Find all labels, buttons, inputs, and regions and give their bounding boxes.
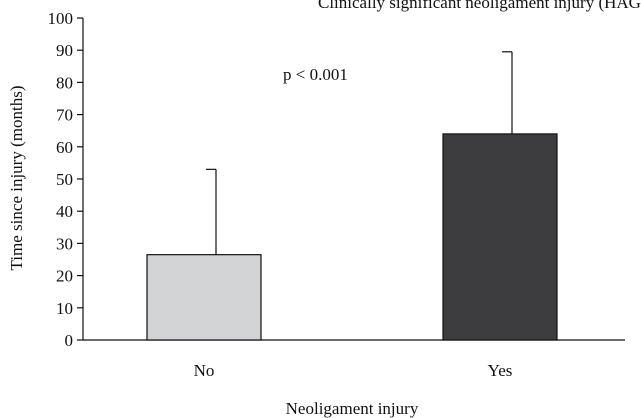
x-axis: No Yes <box>83 339 625 380</box>
y-axis: 0 10 20 30 40 50 60 70 80 90 100 <box>48 9 84 350</box>
y-tick-label: 100 <box>48 9 74 28</box>
error-bars <box>206 51 513 255</box>
y-tick-label: 50 <box>56 170 73 189</box>
y-tick-label: 70 <box>56 106 73 125</box>
bars <box>146 133 558 341</box>
chart-title-region: Clinically significant neoligament injur… <box>318 0 641 12</box>
y-tick-label: 80 <box>56 73 73 92</box>
chart-title: Clinically significant neoligament injur… <box>318 0 641 12</box>
y-tick-label: 90 <box>56 41 73 60</box>
y-tick-label: 10 <box>56 299 73 318</box>
y-tick-label: 0 <box>65 331 74 350</box>
y-tick-label: 60 <box>56 138 73 157</box>
category-label: Yes <box>488 361 513 380</box>
x-axis-title: Neoligament injury <box>286 399 419 418</box>
bar-yes <box>442 133 558 341</box>
y-tick-label: 20 <box>56 267 73 286</box>
y-axis-title: Time since injury (months) <box>7 86 26 271</box>
y-tick-label: 30 <box>56 234 73 253</box>
category-label: No <box>194 361 215 380</box>
y-tick-label: 40 <box>56 202 73 221</box>
p-value-annotation: p < 0.001 <box>283 65 348 84</box>
bar-no <box>146 254 262 341</box>
